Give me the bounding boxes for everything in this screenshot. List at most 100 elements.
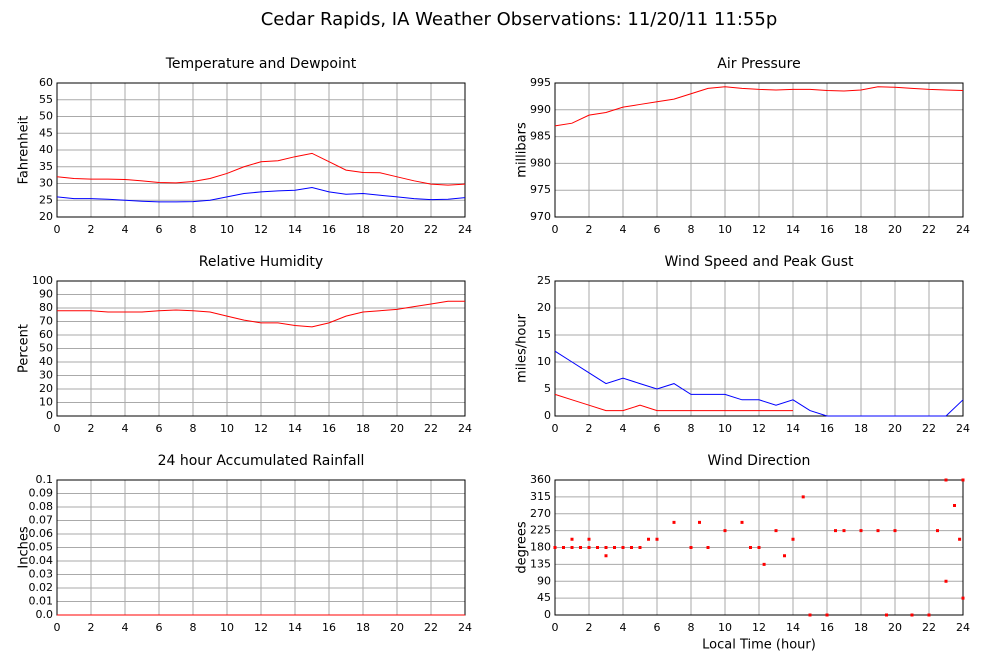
x-tick-label: 10 <box>220 422 234 435</box>
x-tick-label: 14 <box>786 422 800 435</box>
y-tick-label: 5 <box>544 382 551 395</box>
data-point <box>749 546 752 549</box>
y-tick-label: 0.05 <box>29 541 54 554</box>
x-tick-label: 18 <box>356 422 370 435</box>
x-tick-label: 20 <box>390 621 404 634</box>
y-tick-label: 10 <box>537 355 551 368</box>
y-axis-label: degrees <box>515 521 530 574</box>
data-point <box>842 529 846 533</box>
y-tick-label: 90 <box>39 288 53 301</box>
y-tick-label: 40 <box>39 355 53 368</box>
y-tick-label: 50 <box>39 342 53 355</box>
x-tick-label: 12 <box>254 621 268 634</box>
y-tick-label: 0.02 <box>29 581 54 594</box>
data-point <box>961 596 965 600</box>
x-tick-label: 4 <box>122 223 129 236</box>
data-point <box>774 529 778 533</box>
data-point <box>579 546 582 549</box>
data-point <box>621 546 625 549</box>
x-tick-label: 22 <box>922 621 936 634</box>
y-tick-label: 985 <box>530 130 551 143</box>
plot-frame <box>56 280 466 417</box>
data-point <box>762 562 766 566</box>
x-tick-label: 2 <box>88 223 95 236</box>
data-point <box>570 537 574 541</box>
plot-frame <box>554 82 964 218</box>
data-point <box>961 478 965 482</box>
y-tick-label: 70 <box>39 315 53 328</box>
chart-title: Relative Humidity <box>199 254 323 270</box>
data-point <box>936 529 939 533</box>
y-tick-label: 0 <box>544 409 551 422</box>
x-tick-label: 22 <box>922 422 936 435</box>
data-point <box>834 529 837 533</box>
y-tick-label: 50 <box>39 110 53 123</box>
y-tick-label: 0.01 <box>29 595 54 608</box>
x-tick-label: 8 <box>688 223 695 236</box>
y-tick-label: 970 <box>530 210 551 223</box>
data-point <box>944 478 948 482</box>
data-point <box>689 546 693 549</box>
data-point <box>825 613 829 617</box>
x-tick-label: 6 <box>156 621 163 634</box>
chart-title: Wind Direction <box>708 453 811 469</box>
y-tick-label: 55 <box>39 93 53 106</box>
data-point <box>740 520 744 524</box>
y-tick-label: 0 <box>544 608 551 621</box>
data-point <box>672 520 676 524</box>
y-tick-label: 45 <box>537 591 551 604</box>
x-tick-label: 20 <box>888 621 902 634</box>
x-tick-label: 10 <box>220 223 234 236</box>
x-tick-label: 4 <box>122 422 129 435</box>
x-tick-label: 22 <box>424 223 438 236</box>
y-tick-label: 60 <box>39 76 53 89</box>
y-tick-label: 225 <box>530 524 551 537</box>
y-tick-label: 360 <box>530 473 551 486</box>
data-point <box>885 613 888 617</box>
x-tick-label: 0 <box>552 223 559 236</box>
y-tick-label: 90 <box>537 574 551 587</box>
x-tick-label: 14 <box>288 223 302 236</box>
y-tick-label: 0.03 <box>29 568 54 581</box>
x-tick-label: 0 <box>552 621 559 634</box>
y-tick-label: 0.09 <box>29 487 54 500</box>
data-line <box>554 86 964 127</box>
x-tick-label: 18 <box>854 223 868 236</box>
y-tick-label: 20 <box>39 382 53 395</box>
x-tick-label: 20 <box>390 422 404 435</box>
y-tick-label: 20 <box>39 210 53 223</box>
y-tick-label: 0.0 <box>36 608 54 621</box>
y-tick-label: 995 <box>530 76 551 89</box>
x-tick-label: 24 <box>458 223 472 236</box>
data-line <box>554 350 964 417</box>
data-point <box>723 529 727 533</box>
data-point <box>801 495 805 499</box>
y-tick-label: 10 <box>39 396 53 409</box>
data-point <box>927 613 931 617</box>
chart-title: Wind Speed and Peak Gust <box>665 254 854 270</box>
x-tick-label: 12 <box>752 422 766 435</box>
y-axis-label: millibars <box>515 122 530 178</box>
y-axis-label: Inches <box>17 526 32 568</box>
x-tick-label: 2 <box>88 422 95 435</box>
data-point <box>808 613 812 617</box>
x-tick-label: 12 <box>254 422 268 435</box>
x-tick-label: 20 <box>888 422 902 435</box>
x-tick-label: 2 <box>586 223 593 236</box>
x-tick-label: 6 <box>654 422 661 435</box>
y-tick-label: 25 <box>39 193 53 206</box>
x-tick-label: 8 <box>190 621 197 634</box>
x-tick-label: 16 <box>322 422 336 435</box>
y-tick-label: 0.06 <box>29 527 54 540</box>
x-tick-label: 4 <box>620 422 627 435</box>
data-point <box>706 546 710 549</box>
x-tick-label: 10 <box>220 621 234 634</box>
x-axis-label: Local Time (hour) <box>702 638 816 653</box>
data-point <box>630 546 633 549</box>
x-tick-label: 4 <box>620 223 627 236</box>
data-point <box>859 529 863 533</box>
x-tick-label: 24 <box>956 422 970 435</box>
x-tick-label: 24 <box>956 223 970 236</box>
x-tick-label: 22 <box>922 223 936 236</box>
